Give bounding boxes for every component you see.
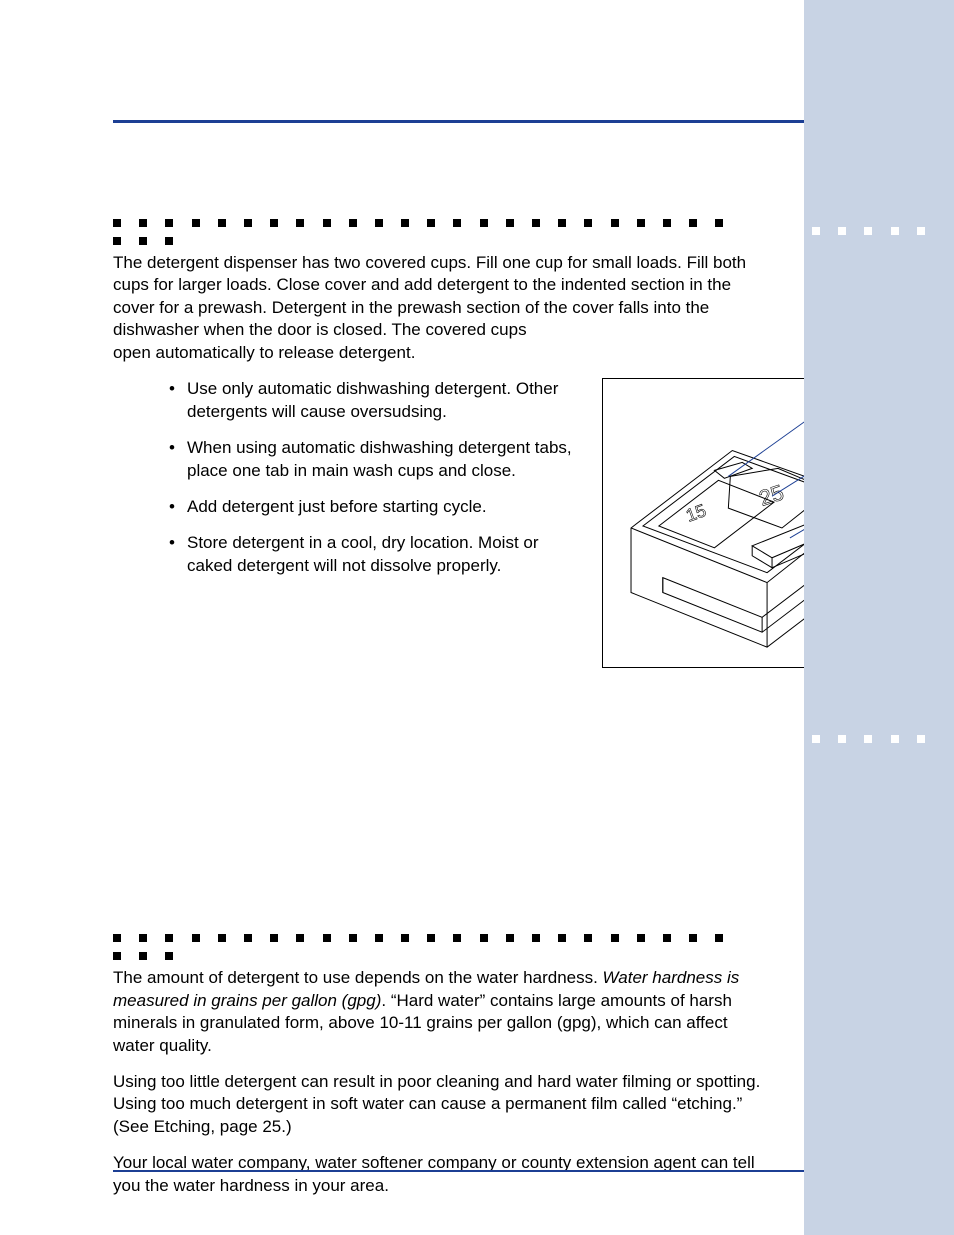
section1-intro-line: The detergent dispenser has two covered … [113, 253, 746, 339]
dotted-separator-1-side [812, 222, 943, 240]
dotted-separator-2 [113, 929, 764, 939]
section2-p1-a: The amount of detergent to use depends o… [113, 968, 603, 987]
section1-intro-runon: open automatically to release detergent. [113, 343, 415, 362]
bullet-item: Store detergent in a cool, dry location.… [169, 532, 573, 577]
top-rule [113, 120, 890, 123]
content-area: The detergent dispenser has two covered … [0, 214, 804, 1197]
section1-body-wrap: Use only automatic dishwashing detergent… [113, 378, 764, 577]
section2-p2: Using too little detergent can result in… [113, 1071, 764, 1138]
bottom-rule [113, 1170, 890, 1172]
bullet-item: Use only automatic dishwashing detergent… [169, 378, 573, 423]
bullet-item: When using automatic dishwashing deterge… [169, 437, 573, 482]
dotted-separator-1 [113, 214, 764, 224]
section2-p3: Your local water company, water softener… [113, 1152, 764, 1197]
dotted-separator-2-side [812, 730, 943, 748]
section1-bullets: Use only automatic dishwashing detergent… [113, 378, 573, 577]
section2-p1: The amount of detergent to use depends o… [113, 967, 764, 1057]
section1-intro: The detergent dispenser has two covered … [113, 252, 764, 364]
main-column: The detergent dispenser has two covered … [0, 0, 804, 1235]
svg-text:25: 25 [756, 480, 787, 511]
bullet-item: Add detergent just before starting cycle… [169, 496, 573, 518]
sidebar [804, 0, 954, 1235]
